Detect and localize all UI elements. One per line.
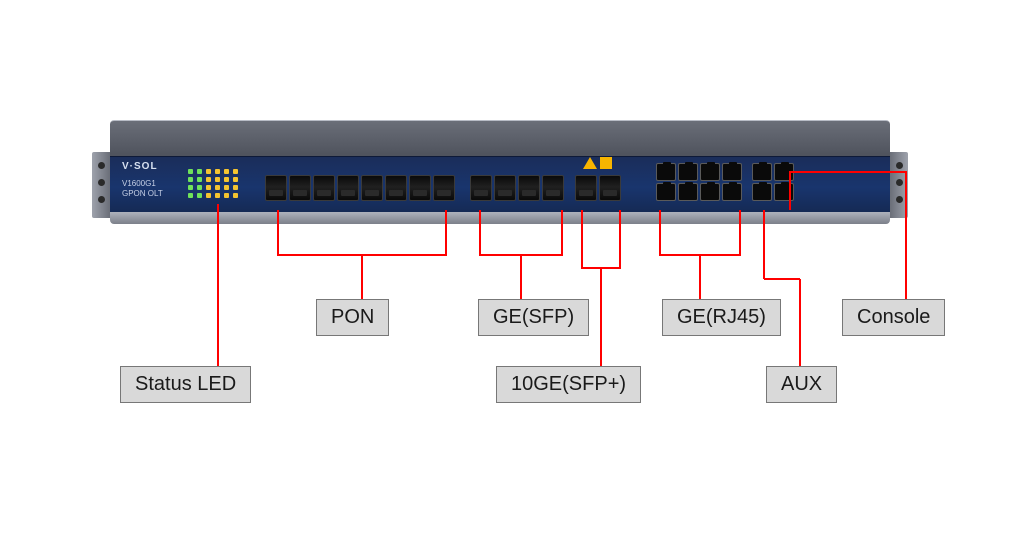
sfp-port	[599, 175, 621, 201]
hazard-label-icon	[600, 157, 612, 169]
status-led	[197, 185, 202, 190]
sfp-port	[385, 175, 407, 201]
status-led	[215, 169, 220, 174]
status-led	[197, 177, 202, 182]
rj45-port	[656, 183, 676, 201]
label-status-led: Status LED	[120, 366, 251, 403]
sfp-port	[361, 175, 383, 201]
sfp-port	[289, 175, 311, 201]
status-led	[215, 177, 220, 182]
status-led	[206, 177, 211, 182]
rj45-port	[722, 183, 742, 201]
status-led	[206, 185, 211, 190]
rj45-port	[700, 183, 720, 201]
status-led	[206, 193, 211, 198]
label-ge-sfp: GE(SFP)	[478, 299, 589, 336]
sfp-port	[337, 175, 359, 201]
status-led	[233, 193, 238, 198]
label-10ge: 10GE(SFP+)	[496, 366, 641, 403]
rj45-port	[774, 163, 794, 181]
aux-console-port-group	[752, 163, 794, 201]
callout-lines	[0, 0, 1024, 536]
status-led	[197, 193, 202, 198]
rack-ear-right	[890, 152, 908, 218]
pon-port-group	[265, 175, 455, 201]
label-console: Console	[842, 299, 945, 336]
status-led	[188, 177, 193, 182]
ge-rj45-port-group	[656, 163, 742, 201]
rj45-port	[722, 163, 742, 181]
warning-icons	[583, 157, 612, 169]
status-led	[188, 193, 193, 198]
ge-sfp-port-group	[470, 175, 564, 201]
sfp-port	[542, 175, 564, 201]
model-line2: GPON OLT	[122, 189, 163, 198]
chassis-front: V·SOL V1600G1 GPON OLT	[110, 156, 890, 212]
tenge-sfp-port-group	[575, 175, 621, 201]
sfp-port	[313, 175, 335, 201]
sfp-port	[494, 175, 516, 201]
status-led	[224, 193, 229, 198]
sfp-port	[575, 175, 597, 201]
status-led	[224, 169, 229, 174]
status-led	[206, 169, 211, 174]
chassis-top	[110, 120, 890, 158]
label-aux: AUX	[766, 366, 837, 403]
status-led	[233, 177, 238, 182]
sfp-port	[265, 175, 287, 201]
sfp-port	[470, 175, 492, 201]
laser-warning-icon	[583, 157, 597, 169]
rj45-port	[752, 163, 772, 181]
status-led	[188, 185, 193, 190]
rj45-port	[700, 163, 720, 181]
brand-text: V·SOL	[122, 161, 158, 172]
model-text: V1600G1 GPON OLT	[122, 179, 163, 198]
status-led	[224, 177, 229, 182]
status-led	[188, 169, 193, 174]
label-pon: PON	[316, 299, 389, 336]
sfp-port	[409, 175, 431, 201]
rj45-port	[656, 163, 676, 181]
rack-ear-left	[92, 152, 110, 218]
status-led	[215, 193, 220, 198]
rj45-port	[774, 183, 794, 201]
chassis-lip	[110, 212, 890, 224]
status-led	[197, 169, 202, 174]
status-led	[233, 169, 238, 174]
status-led	[233, 185, 238, 190]
status-led-block	[188, 169, 238, 198]
label-ge-rj45: GE(RJ45)	[662, 299, 781, 336]
rj45-port	[678, 183, 698, 201]
sfp-port	[433, 175, 455, 201]
network-switch-device: V·SOL V1600G1 GPON OLT	[110, 120, 890, 230]
sfp-port	[518, 175, 540, 201]
status-led	[215, 185, 220, 190]
status-led	[224, 185, 229, 190]
rj45-port	[752, 183, 772, 201]
rj45-port	[678, 163, 698, 181]
model-line1: V1600G1	[122, 179, 156, 188]
